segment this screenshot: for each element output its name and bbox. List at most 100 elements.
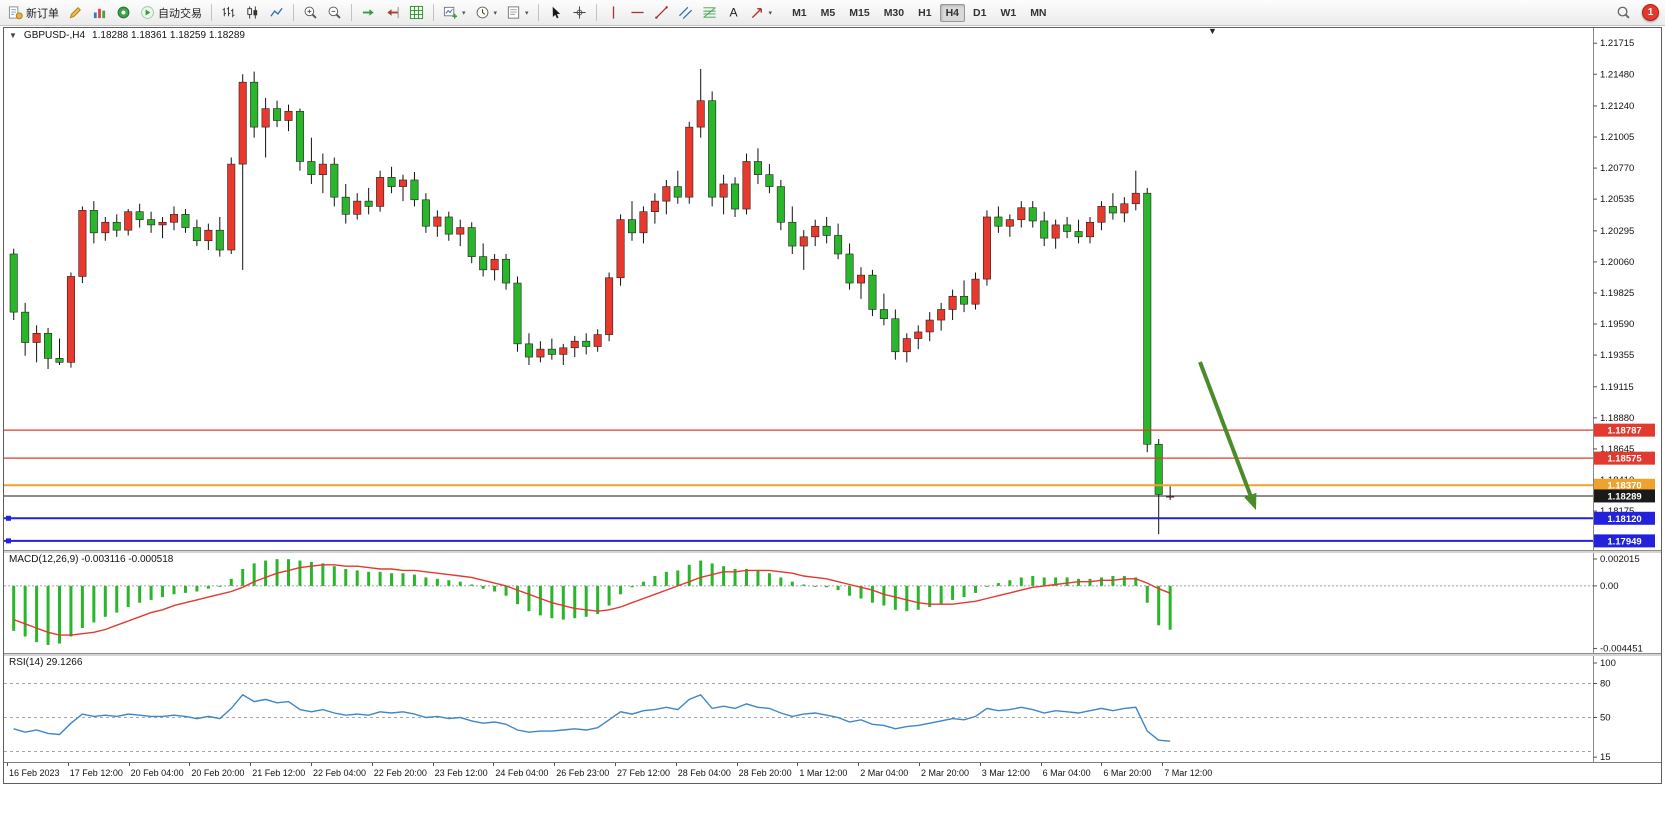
resistance-line-2[interactable]: 1.18575 [4,451,1655,465]
data-window-button[interactable] [112,1,135,24]
chart-line-button[interactable] [265,1,288,24]
dropdown-caret-icon: ▾ [493,9,498,17]
time-tick [979,763,981,766]
trendline-icon [654,6,668,19]
time-label: 1 Mar 12:00 [799,768,848,778]
time-tick [493,763,495,766]
svg-text:1.21480: 1.21480 [1600,69,1634,80]
trendline-button[interactable] [650,1,673,24]
time-label: 23 Feb 12:00 [434,768,488,778]
templates-button[interactable]: ▾ [502,1,533,24]
svg-text:A: A [729,6,738,20]
svg-text:1.19825: 1.19825 [1600,288,1634,299]
zoom-in-button[interactable] [299,1,322,24]
pane-separator-rsi[interactable] [4,653,1661,656]
rsi-axis[interactable]: 100 80 50 15 [1593,656,1616,762]
zoom-in-icon [304,6,317,19]
timeframe-toolbar: M1 M5 M15 M30 H1 H4 D1 W1 MN [785,3,1053,22]
vertical-line-button[interactable] [602,1,625,24]
svg-text:1.18120: 1.18120 [1607,514,1641,525]
time-label: 2 Mar 04:00 [860,768,909,778]
rsi-line [13,693,1171,742]
search-button[interactable] [1612,1,1635,24]
market-watch-button[interactable] [88,1,111,24]
time-tick [615,763,616,766]
autotrading-button-label: 自动交易 [158,7,202,20]
time-axis[interactable]: 16 Feb 2023 17 Feb 12:00 20 Feb 04:00 20 Fe… [4,762,1661,782]
indicators-button[interactable] [405,1,428,24]
toolbar-separator [351,4,352,21]
hline-icon [630,11,644,14]
chart-bars-button[interactable] [217,1,240,24]
autotrading-button[interactable]: 自动交易 [136,1,206,24]
chart-shift-button[interactable] [381,1,404,24]
pane-separator-macd[interactable] [4,550,1661,553]
vline-icon [612,6,614,19]
fibonacci-button[interactable] [698,1,721,24]
timeframe-m30[interactable]: M30 [883,6,905,19]
timeframe-m1[interactable]: M1 [792,6,807,19]
new-order-button-label: 新订单 [26,7,59,20]
rsi-chart[interactable]: 100 80 50 15 [4,656,1659,762]
chart-candles-button[interactable] [241,1,264,24]
periods-button[interactable]: ▾ [471,1,502,24]
current-price-line[interactable]: 1.18289 [4,489,1655,503]
time-tick [311,763,312,766]
svg-text:100: 100 [1600,658,1616,669]
horizontal-line-button[interactable] [626,1,649,24]
support-line-1[interactable]: 1.18120 [4,511,1655,525]
template-icon [507,6,520,19]
time-label: 6 Mar 04:00 [1042,768,1091,778]
candlestick-chart[interactable]: 1.21715 1.21480 1.21240 1.21005 1.20770 1.205… [4,28,1659,550]
timeframe-mn[interactable]: MN [1030,6,1047,19]
time-label: 6 Mar 20:00 [1103,768,1152,778]
pivot-line-orange[interactable]: 1.18370 [4,478,1655,492]
channel-button[interactable] [674,1,697,24]
timeframe-d1[interactable]: D1 [973,6,987,19]
cursor-button[interactable] [544,1,567,24]
rsi-pane: RSI(14) 29.1266 100 80 50 15 [4,656,1661,762]
arrows-icon [751,8,762,19]
svg-text:80: 80 [1600,678,1611,689]
cursor-icon [552,6,560,19]
metaeditor-button[interactable] [64,1,87,24]
new-order-icon [8,6,23,20]
resistance-line-1[interactable]: 1.18787 [4,423,1655,437]
crosshair-icon [572,6,586,19]
time-label: 17 Feb 12:00 [69,768,123,778]
macd-signal-line [13,564,1171,636]
time-label: 26 Feb 23:00 [556,768,610,778]
timeframe-h4[interactable]: H4 [939,3,965,22]
macd-chart[interactable]: 0.002015 0.00 -0.004451 [4,553,1659,653]
auto-scroll-button[interactable] [357,1,380,24]
new-chart-icon [443,6,458,19]
notification-badge[interactable]: 1 [1642,4,1659,21]
svg-text:1.19590: 1.19590 [1600,319,1634,330]
time-label: 22 Feb 04:00 [313,768,367,778]
arrows-button[interactable]: ▾ [746,1,777,24]
chart-shift-marker[interactable]: ▼ [1208,26,1217,36]
crosshair-button[interactable] [568,1,591,24]
price-axis[interactable]: 1.21715 1.21480 1.21240 1.21005 1.20770 1.205… [1593,28,1634,550]
support-line-2[interactable]: 1.17949 [4,534,1655,548]
zoom-out-button[interactable] [323,1,346,24]
one-click-trading-toggle[interactable]: ▼ [9,31,17,40]
timeframe-h1[interactable]: H1 [918,6,932,19]
svg-text:1.21715: 1.21715 [1600,38,1634,49]
time-label: 20 Feb 04:00 [130,768,184,778]
timeframe-w1[interactable]: W1 [1000,6,1017,19]
timeframe-m15[interactable]: M15 [849,6,870,19]
chart-candles-icon [247,6,258,19]
time-label: 28 Feb 20:00 [738,768,792,778]
svg-text:1.20295: 1.20295 [1600,226,1634,237]
new-chart-button[interactable]: ▾ [439,1,470,24]
toolbar-separator [433,4,434,21]
svg-text:1.18645: 1.18645 [1600,444,1634,455]
new-order-button[interactable]: 新订单 [4,1,63,24]
rsi-levels [4,682,1593,753]
svg-text:15: 15 [1600,752,1611,762]
down-arrow-annotation[interactable] [1198,361,1257,510]
macd-axis[interactable]: 0.002015 0.00 -0.004451 [1593,553,1643,653]
text-button[interactable]: A [722,1,745,24]
timeframe-m5[interactable]: M5 [820,6,836,19]
